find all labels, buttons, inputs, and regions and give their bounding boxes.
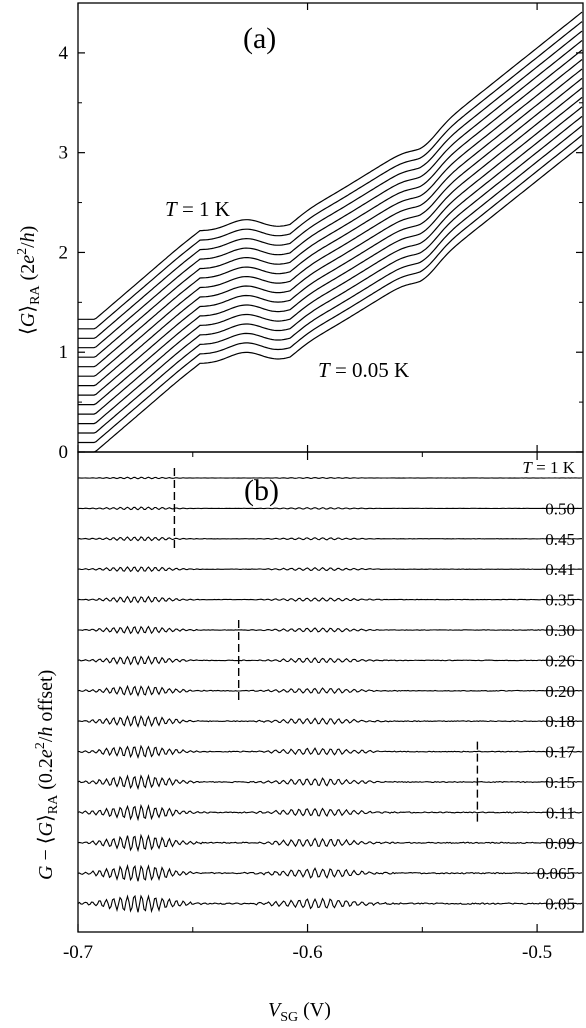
panel-b-dashed-markers [173,468,479,823]
panel-b-ylabel: G − ⟨G⟩RA (0.2e2/h offset) [33,670,61,880]
temperature-label: 0.30 [545,621,575,640]
panel-b: -0.7 -0.6 -0.5 T = 1 K 0.50 0.45 0.41 0.35 0.30… [33,451,584,1025]
temperature-label: T = 1 K [522,458,575,477]
x-tick-label: -0.6 [293,942,323,963]
panel-b-temperature-labels: T = 1 K 0.50 0.45 0.41 0.35 0.30 0.26 0.20 0.18 0… [522,458,575,914]
annotation-bottom-temp: T = 0.05 K [318,358,409,382]
temperature-label: 0.45 [545,530,575,549]
panel-a: 0 1 2 3 4 (a) T = 1 K T = 0.05 K ⟨G⟩RA (2e2/… [15,2,584,463]
temperature-label: 0.11 [546,803,575,822]
panel-a-curve [78,11,583,320]
panel-b-trace [77,744,583,760]
temperature-label: 0.41 [545,560,575,579]
panel-a-curve [78,21,583,330]
panel-a-curve [78,59,583,368]
temperature-label: 0.35 [545,591,575,610]
panel-b-trace [77,595,583,604]
y-tick-label: 4 [59,43,69,64]
temperature-label: 0.065 [537,864,575,883]
temperature-label: 0.17 [545,743,575,762]
temperature-label: 0.50 [545,499,575,518]
panel-b-traces [77,476,583,914]
panel-a-label: (a) [243,22,276,55]
panel-b-trace [77,476,583,480]
panel-a-curve [78,106,583,415]
panel-a-ylabel: ⟨G⟩RA (2e2/h) [15,226,43,335]
panel-a-curve [78,68,583,377]
y-tick-label: 3 [59,143,69,164]
panel-b-trace [77,625,583,635]
temperature-label: 0.09 [545,834,575,853]
panel-b-trace [77,566,583,573]
panel-a-curves [78,11,583,453]
y-tick-label: 0 [59,442,69,463]
temperature-label: 0.05 [545,895,575,914]
panel-a-curve [78,87,583,396]
temperature-label: 0.20 [545,682,575,701]
panel-a-frame [77,2,584,453]
panel-b-trace [77,684,583,697]
panel-b-frame [77,451,584,933]
panel-b-trace [77,536,582,542]
panel-b-trace [77,894,583,914]
panel-a-curve [78,115,583,425]
panel-b-trace [77,714,583,728]
panel-b-trace [77,773,583,791]
panel-a-curve [78,125,583,434]
panel-a-curve [78,77,583,387]
panel-a-curve [78,49,583,358]
temperature-label: 0.15 [545,773,575,792]
panel-b-label: (b) [244,474,279,507]
panel-a-curve [78,134,583,444]
panel-b-trace [77,863,583,882]
panel-b-trace [77,655,583,666]
panel-b-trace [77,833,583,853]
panel-a-curve [78,30,583,339]
y-tick-label: 1 [59,342,69,363]
y-tick-label: 2 [59,242,69,263]
x-tick-label: -0.5 [522,942,552,963]
panel-b-xlabel: VSG (V) [268,999,331,1025]
panel-a-curve [78,40,583,349]
panel-b-trace [77,803,583,822]
annotation-top-temp: T = 1 K [165,197,230,221]
panel-a-curve [78,96,583,406]
panel-b-trace [78,506,583,511]
temperature-label: 0.18 [545,712,575,731]
temperature-label: 0.26 [545,651,575,670]
panel-b-ticks: -0.7 -0.6 -0.5 [63,452,552,963]
x-tick-label: -0.7 [63,942,93,963]
panel-a-curve [78,144,583,453]
panel-a-ticks: 0 1 2 3 4 [59,3,583,463]
